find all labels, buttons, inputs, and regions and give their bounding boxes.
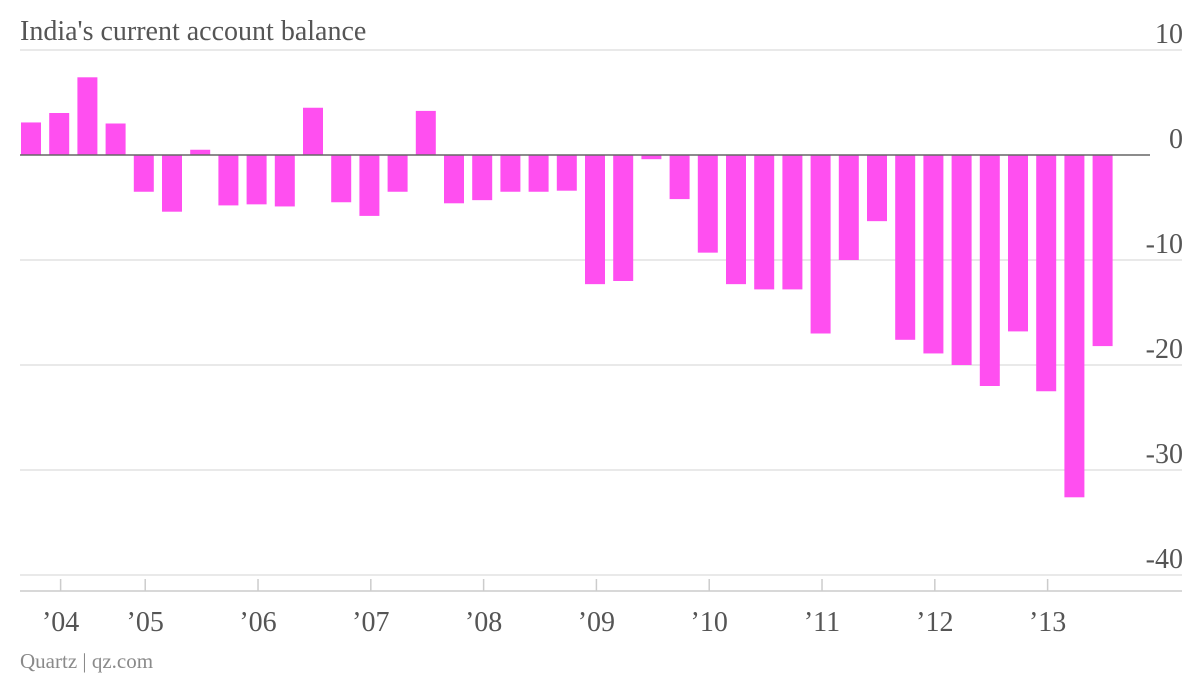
bar <box>979 155 1000 386</box>
bar <box>359 155 380 216</box>
bar <box>472 155 493 201</box>
bar <box>951 155 972 365</box>
bar <box>190 149 211 155</box>
bar <box>867 155 887 222</box>
x-tick-label: ’08 <box>465 607 502 638</box>
bar <box>49 113 70 155</box>
bar <box>669 155 690 200</box>
bar <box>162 155 182 212</box>
x-tick-label: ’04 <box>42 607 79 638</box>
y-tick-label: -30 <box>1146 439 1183 470</box>
x-tick-label: ’13 <box>1029 607 1066 638</box>
source-credit: Quartz | qz.com <box>20 649 153 673</box>
bar <box>754 155 775 290</box>
bar <box>331 155 352 203</box>
bar <box>1092 155 1113 347</box>
bar <box>1008 155 1028 332</box>
bar <box>528 155 549 192</box>
bar <box>77 77 98 155</box>
y-axis-labels: 10 0 -10 -20 -30 -40 <box>1146 19 1183 575</box>
bars <box>21 77 1113 498</box>
bar <box>782 155 803 290</box>
bar <box>415 110 436 155</box>
x-tick-label: ’05 <box>127 607 164 638</box>
x-tick-label: ’10 <box>691 607 728 638</box>
bar <box>21 122 41 155</box>
x-tick-label: ’07 <box>352 607 389 638</box>
x-axis: ’04 ’05 ’06 ’07 ’08 ’09 ’10 ’11 ’12 ’13 <box>42 579 1066 638</box>
bar <box>274 155 295 207</box>
bar <box>246 155 267 205</box>
bar <box>1036 155 1057 392</box>
chart-title: India's current account balance <box>20 16 366 47</box>
bar <box>810 155 831 334</box>
bar <box>1064 155 1085 498</box>
x-tick-label: ’06 <box>239 607 276 638</box>
bar <box>697 155 718 253</box>
gridlines <box>20 49 1182 576</box>
bar <box>133 155 154 192</box>
y-tick-label: 10 <box>1155 19 1183 50</box>
bar <box>444 155 464 204</box>
x-tick-label: ’11 <box>804 607 840 638</box>
bar <box>585 155 605 285</box>
x-tick-label: ’12 <box>916 607 953 638</box>
bar <box>895 155 916 340</box>
bar <box>387 155 408 192</box>
y-tick-label: 0 <box>1169 124 1183 155</box>
y-tick-label: -20 <box>1146 334 1183 365</box>
bar <box>218 155 239 206</box>
bar <box>105 123 126 155</box>
x-tick-label: ’09 <box>578 607 615 638</box>
bar <box>726 155 746 285</box>
bar <box>556 155 577 191</box>
y-tick-label: -40 <box>1146 544 1183 575</box>
bar <box>500 155 521 192</box>
bar <box>923 155 944 354</box>
bar <box>838 155 859 260</box>
bar <box>613 155 634 281</box>
bar <box>641 155 662 160</box>
bar <box>303 107 323 155</box>
y-tick-label: -10 <box>1146 229 1183 260</box>
